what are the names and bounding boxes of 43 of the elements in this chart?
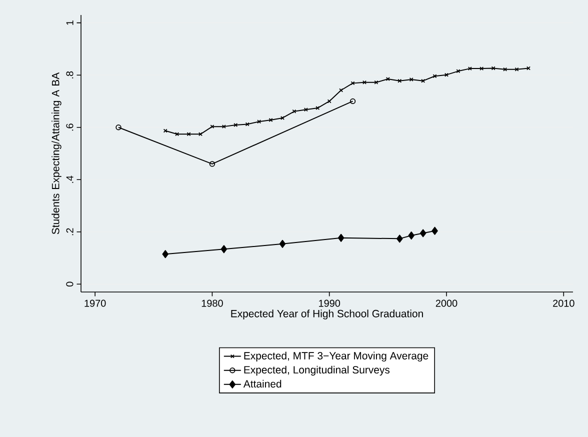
y-tick-label: .8 — [66, 71, 74, 78]
point — [362, 80, 366, 84]
x-tick-label: 1990 — [319, 300, 340, 307]
y-axis-title: Students Expecting/Attaining A BA — [52, 72, 62, 234]
point — [386, 77, 390, 82]
point — [220, 245, 228, 254]
point — [468, 66, 472, 71]
x-tick-label: 2000 — [436, 300, 458, 307]
y-tick-label: 0 — [66, 282, 74, 287]
point — [420, 229, 426, 238]
point — [327, 99, 332, 104]
point — [245, 122, 250, 126]
x-tick-label: 2010 — [553, 300, 574, 307]
point — [350, 81, 355, 86]
point — [491, 66, 496, 70]
y-tick-label: .6 — [66, 124, 74, 131]
point — [304, 108, 308, 112]
point — [408, 232, 414, 240]
legend-label: Attained — [243, 380, 282, 388]
point — [480, 66, 484, 71]
point — [432, 74, 437, 78]
x-tick-label: 1980 — [202, 300, 223, 307]
point — [257, 120, 262, 124]
y-tick-label: .4 — [66, 176, 74, 183]
point — [398, 78, 402, 83]
point — [280, 116, 284, 120]
point — [209, 161, 216, 167]
point — [279, 240, 286, 248]
y-tick-label: 1 — [66, 20, 74, 25]
y-tick-label: .2 — [66, 228, 74, 236]
point — [338, 234, 344, 242]
point — [514, 67, 519, 72]
point — [432, 226, 438, 235]
point — [186, 132, 191, 136]
x-tick-label: 1970 — [84, 300, 106, 307]
point — [456, 69, 460, 74]
point — [222, 124, 226, 129]
point — [175, 132, 180, 136]
x-axis-title: Expected Year of High School Graduation — [231, 310, 423, 320]
point — [396, 234, 403, 243]
legend-label: Expected, Longitudinal Surveys — [244, 366, 390, 376]
point — [162, 250, 168, 258]
legend-label: Expected, MTF 3−Year Moving Average — [244, 352, 428, 362]
